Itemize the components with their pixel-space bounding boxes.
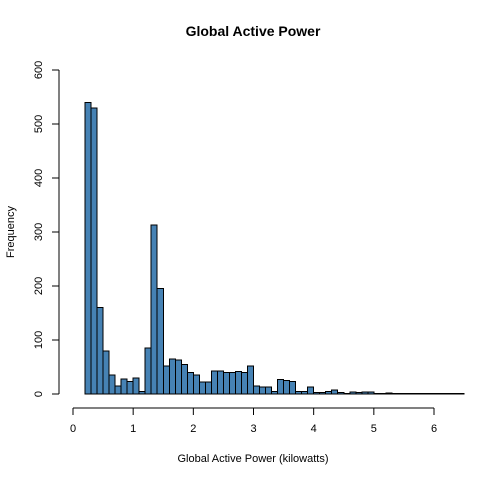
histogram-bar [102, 350, 110, 395]
histogram-bar [421, 392, 429, 395]
histogram-bar [168, 358, 176, 395]
histogram-bar [138, 390, 146, 395]
y-tick-label: 400 [33, 169, 45, 187]
histogram-bar [126, 381, 134, 395]
histogram-bar [96, 307, 104, 395]
y-tick-label: 200 [33, 277, 45, 295]
histogram-bar [204, 381, 212, 395]
x-tick-label: 5 [371, 423, 377, 435]
histogram-bar [457, 392, 465, 395]
histogram-bar [180, 363, 188, 395]
x-tick-label: 4 [311, 423, 317, 435]
histogram-bar [120, 378, 128, 395]
histogram-bar [301, 390, 309, 395]
x-tick-label: 2 [190, 423, 196, 435]
histogram-bar [451, 392, 459, 395]
histogram-bar [90, 107, 98, 395]
histogram-bar [108, 374, 116, 395]
histogram-bar [156, 288, 164, 395]
histogram-bar [439, 392, 447, 395]
histogram-bar [114, 385, 122, 395]
histogram-bar [403, 392, 411, 395]
histogram-bar [132, 377, 140, 395]
histogram-bar [216, 370, 224, 395]
histogram-bar [379, 392, 387, 395]
histogram-bar [391, 392, 399, 395]
histogram-bar [144, 347, 152, 395]
y-tick-label: 300 [33, 223, 45, 241]
histogram-bar [385, 392, 393, 395]
histogram-bar [253, 385, 261, 395]
histogram-bar [259, 386, 267, 395]
histogram-bar [198, 381, 206, 395]
y-tick-label: 500 [33, 115, 45, 133]
histogram-bar [84, 101, 92, 395]
histogram-bar [415, 392, 423, 395]
histogram-bar [228, 371, 236, 395]
histogram-bar [234, 370, 242, 395]
x-tick-label: 1 [130, 423, 136, 435]
histogram-bar [277, 378, 285, 395]
histogram-bar [289, 381, 297, 395]
chart-title: Global Active Power [186, 23, 321, 39]
histogram-bar [222, 371, 230, 395]
histogram-bar [433, 392, 441, 395]
histogram-bar [349, 391, 357, 395]
histogram-bar [150, 224, 158, 395]
y-axis-label: Frequency [5, 206, 17, 258]
histogram-bar [343, 392, 351, 395]
x-tick-label: 6 [431, 423, 437, 435]
x-axis-label: Global Active Power (kilowatts) [178, 453, 329, 465]
histogram-bar [186, 371, 194, 395]
y-tick-label: 600 [33, 61, 45, 79]
histogram-bar [246, 365, 254, 395]
histogram-bar [271, 390, 279, 395]
histogram-bar [265, 386, 273, 395]
histogram-bar [295, 390, 303, 395]
histogram-bar [283, 380, 291, 395]
histogram-bar [313, 391, 321, 395]
y-axis: 0 100 200 300 400 500 600 [33, 61, 60, 397]
histogram-bar [445, 392, 453, 395]
histogram-bar [373, 392, 381, 395]
histogram-bar [331, 389, 339, 395]
x-tick-label: 0 [70, 423, 76, 435]
histogram-bar [325, 390, 333, 395]
histogram-bar [337, 391, 345, 395]
histogram-bars [84, 101, 465, 395]
x-axis: 0 1 2 3 4 5 6 [70, 407, 437, 435]
histogram-bar [367, 391, 375, 395]
y-tick-label: 100 [33, 331, 45, 349]
histogram-bar [174, 359, 182, 395]
x-tick-label: 3 [250, 423, 256, 435]
histogram-bar [162, 365, 170, 395]
histogram-bar [397, 392, 405, 395]
histogram-bar [240, 371, 248, 395]
histogram-bar [307, 386, 315, 395]
y-tick-label: 0 [33, 391, 45, 397]
histogram-bar [192, 374, 200, 395]
histogram-bar [409, 392, 417, 395]
histogram-bar [210, 370, 218, 395]
histogram-bar [361, 391, 369, 395]
histogram-bar [319, 391, 327, 395]
histogram-bar [427, 392, 435, 395]
histogram-bar [355, 391, 363, 395]
